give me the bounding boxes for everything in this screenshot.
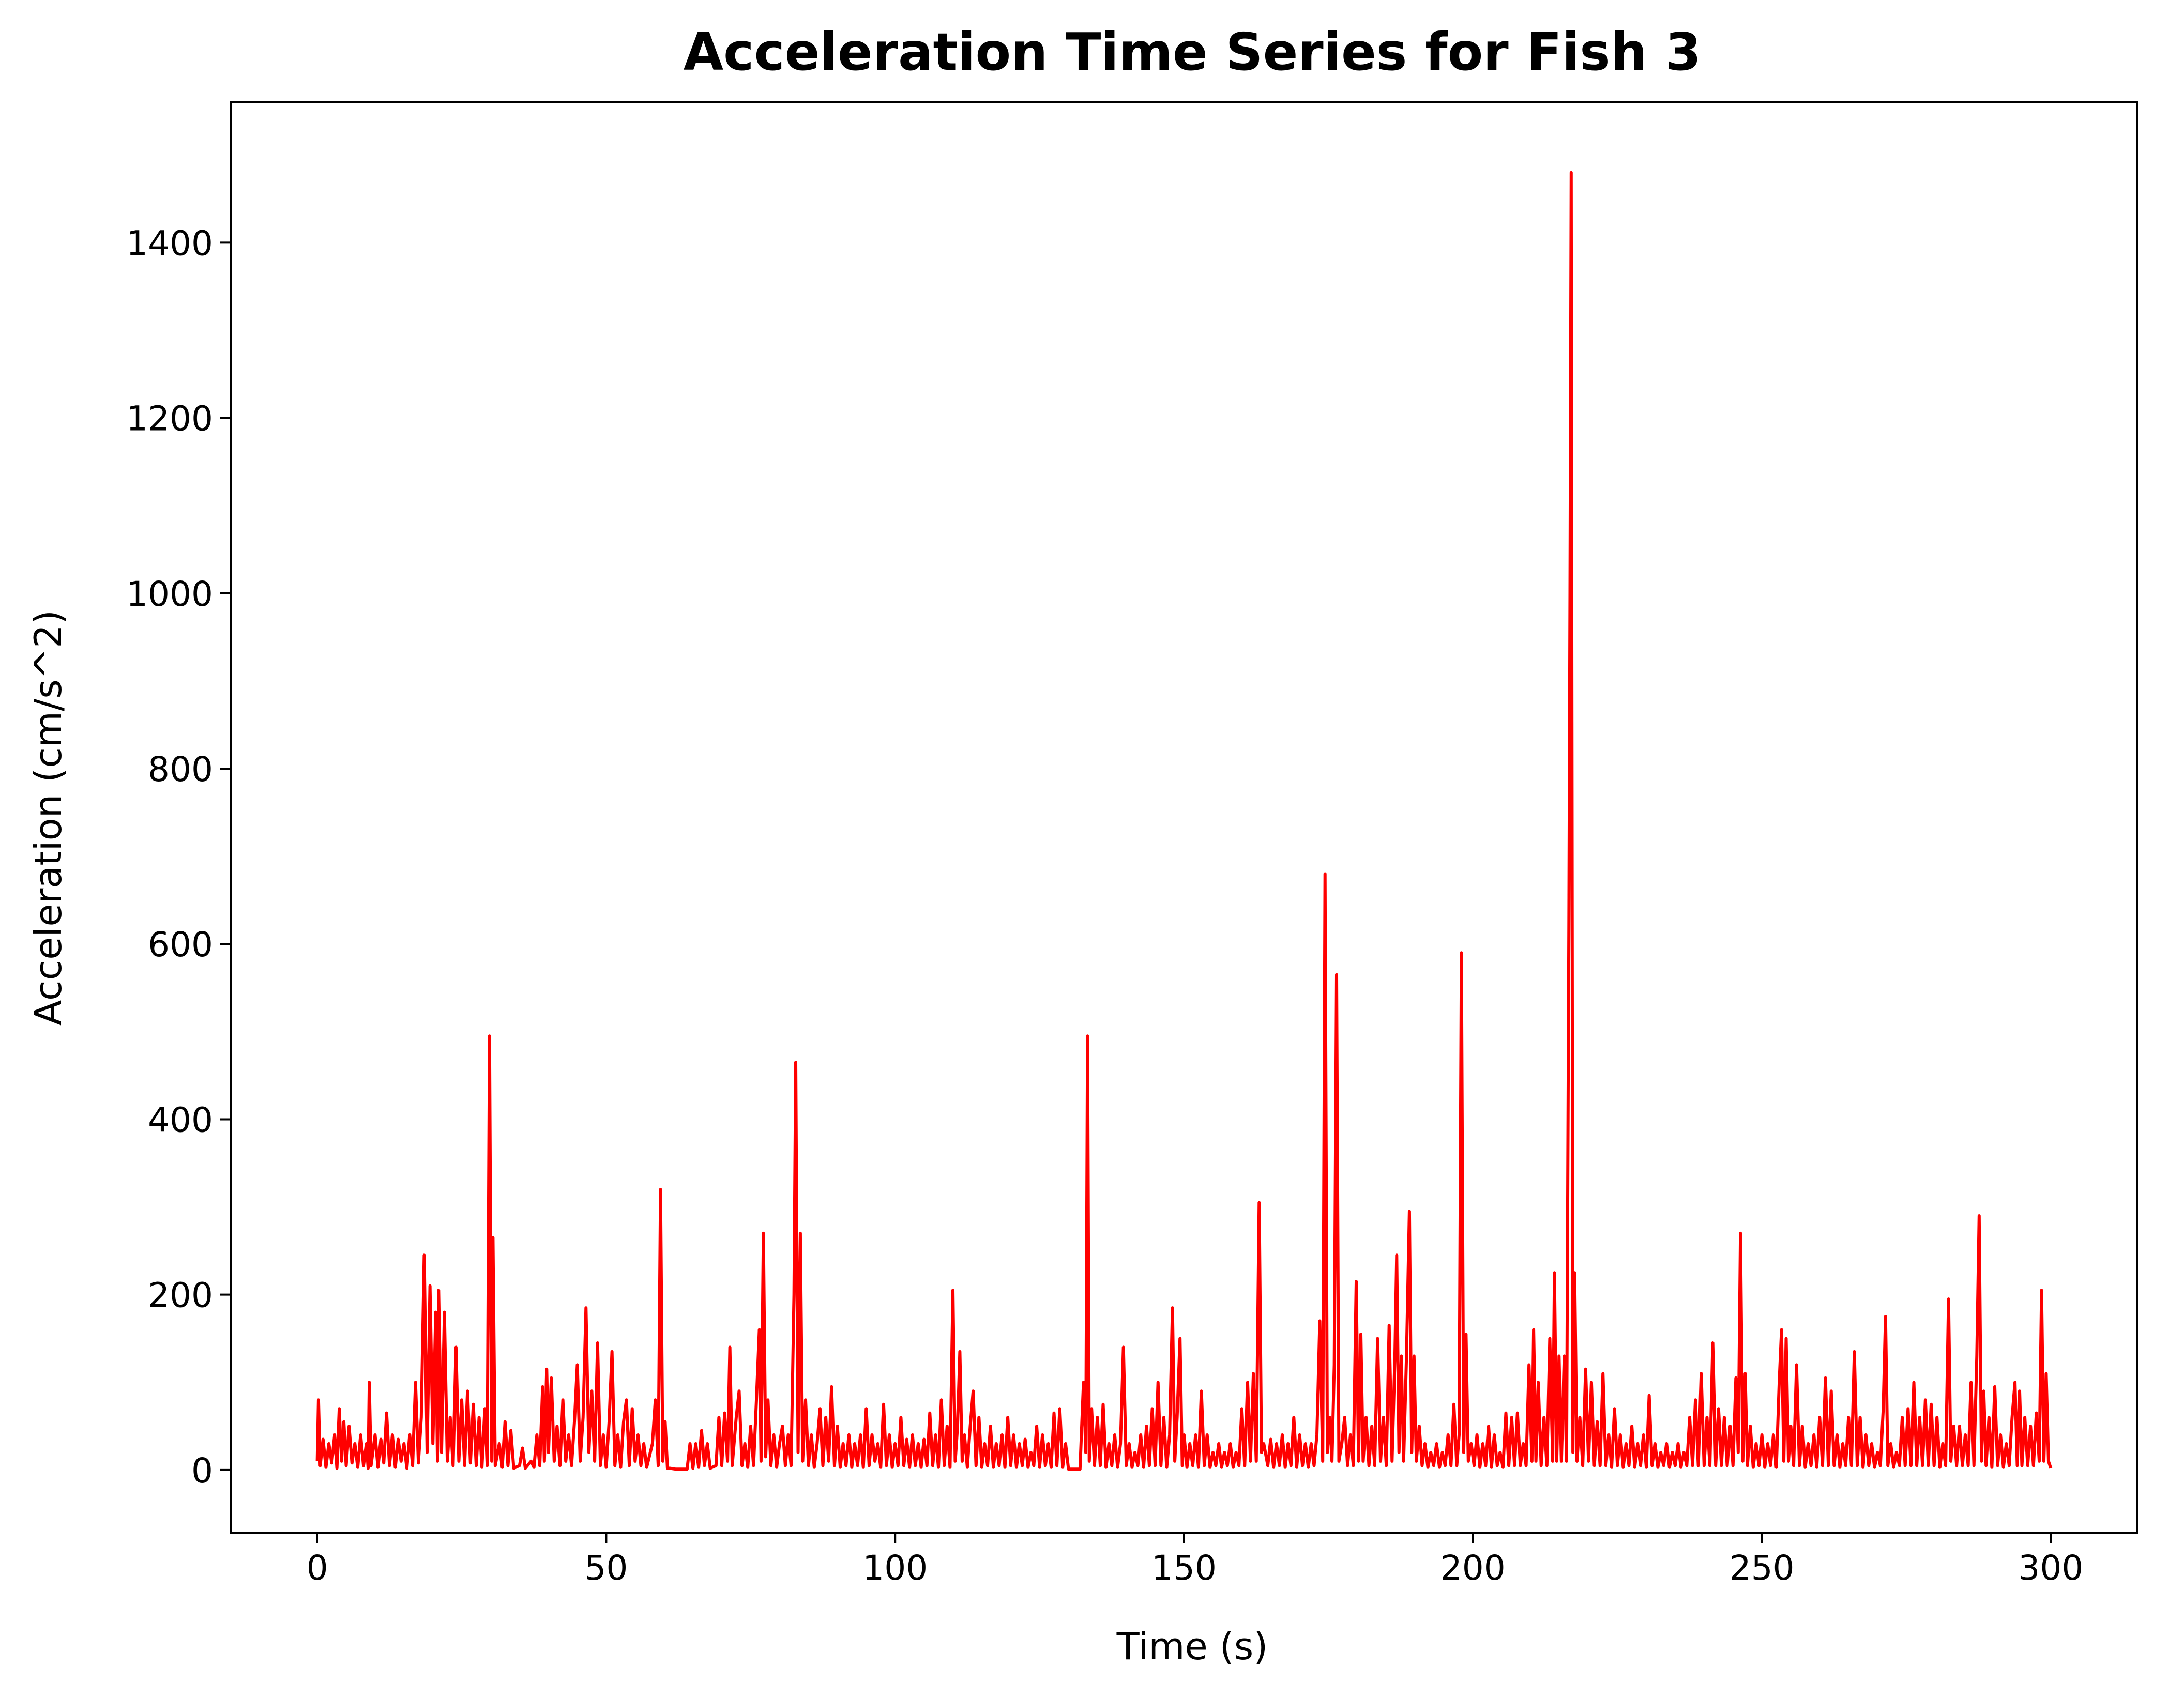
x-tick-label: 100 bbox=[862, 1548, 928, 1588]
x-tick-label: 300 bbox=[2018, 1548, 2083, 1588]
series-layer bbox=[315, 171, 2053, 1471]
series-line-0 bbox=[315, 171, 2053, 1471]
x-tick-label: 50 bbox=[584, 1548, 628, 1588]
x-axis-ticks: 0 50 100 150 200 250 300 bbox=[307, 1533, 2083, 1588]
y-axis-label: Acceleration (cm/s^2) bbox=[26, 610, 70, 1026]
y-tick-label: 400 bbox=[148, 1100, 213, 1140]
y-tick-label: 0 bbox=[191, 1451, 213, 1491]
y-tick-label: 800 bbox=[148, 749, 213, 789]
y-tick-label: 600 bbox=[148, 925, 213, 965]
y-tick-label: 200 bbox=[148, 1276, 213, 1315]
x-tick-label: 250 bbox=[1730, 1548, 1795, 1588]
x-axis-label: Time (s) bbox=[1116, 1625, 1268, 1668]
y-tick-label: 1000 bbox=[126, 574, 213, 614]
y-tick-label: 1400 bbox=[126, 223, 213, 263]
x-tick-label: 200 bbox=[1440, 1548, 1506, 1588]
x-tick-label: 0 bbox=[307, 1548, 328, 1588]
y-tick-label: 1200 bbox=[126, 399, 213, 439]
chart-title: Acceleration Time Series for Fish 3 bbox=[684, 22, 1701, 82]
x-tick-label: 150 bbox=[1151, 1548, 1217, 1588]
y-axis-ticks: 0 200 400 600 800 1000 1200 1400 bbox=[126, 223, 231, 1491]
